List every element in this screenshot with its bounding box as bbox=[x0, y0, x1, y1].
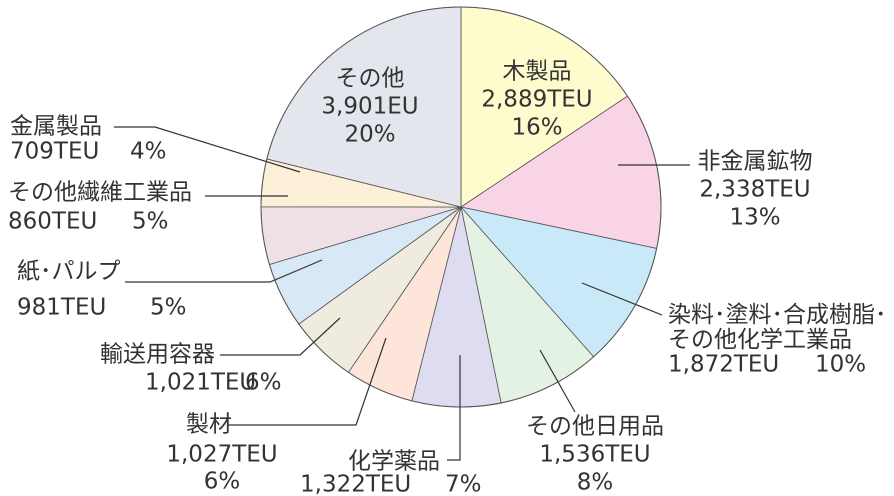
percent-label: 4% bbox=[130, 138, 167, 165]
value-label: 2,889TEU bbox=[481, 86, 593, 113]
percent-label: 8% bbox=[576, 469, 614, 496]
value-label: 3,901EU bbox=[321, 93, 419, 120]
slice-label: 非金属鉱物 bbox=[697, 148, 813, 175]
value-label: 709TEU bbox=[10, 138, 100, 165]
value-label: 2,338TEU bbox=[699, 176, 811, 203]
slice-label: 金属製品 bbox=[10, 113, 102, 140]
value-label: 981TEU bbox=[17, 294, 107, 321]
percent-label: 16% bbox=[511, 114, 563, 141]
slice-label: その他日用品 bbox=[526, 413, 664, 440]
leader-line bbox=[220, 317, 341, 356]
leader-line bbox=[581, 282, 663, 316]
percent-label: 5% bbox=[150, 294, 187, 321]
slice-label: 染料･塗料･合成樹脂･ その他化学工業品 bbox=[668, 302, 887, 353]
slice-label: 化学薬品 bbox=[348, 448, 440, 475]
leader-line bbox=[539, 349, 576, 413]
leader-line bbox=[228, 337, 387, 426]
slice-label: 輸送用容器 bbox=[100, 341, 215, 368]
value-label: 1,027TEU bbox=[166, 441, 278, 468]
slice-label: 木製品 bbox=[502, 58, 572, 85]
percent-label: 5% bbox=[132, 208, 169, 235]
percent-label: 10% bbox=[815, 351, 867, 378]
percent-label: 13% bbox=[729, 204, 781, 231]
leader-line bbox=[125, 259, 323, 283]
pie-outline bbox=[260, 6, 662, 408]
value-label: 1,536TEU bbox=[539, 441, 651, 468]
leader-line bbox=[114, 126, 301, 173]
value-label: 1,872TEU bbox=[668, 351, 780, 378]
slice-label: 製材 bbox=[186, 411, 232, 438]
value-label: 1,322TEU bbox=[300, 471, 412, 496]
value-label: 1,021TEU bbox=[145, 369, 257, 396]
leader-line bbox=[447, 355, 461, 461]
percent-label: 6% bbox=[203, 468, 241, 495]
percent-label: 7% bbox=[445, 471, 482, 496]
value-label: 860TEU bbox=[8, 208, 98, 235]
percent-label: 6% bbox=[245, 369, 282, 396]
slice-label: その他繊維工業品 bbox=[8, 179, 192, 206]
slice-label: 紙･パルプ bbox=[17, 258, 121, 285]
slice-label: その他 bbox=[335, 65, 405, 92]
percent-label: 20% bbox=[344, 121, 396, 148]
